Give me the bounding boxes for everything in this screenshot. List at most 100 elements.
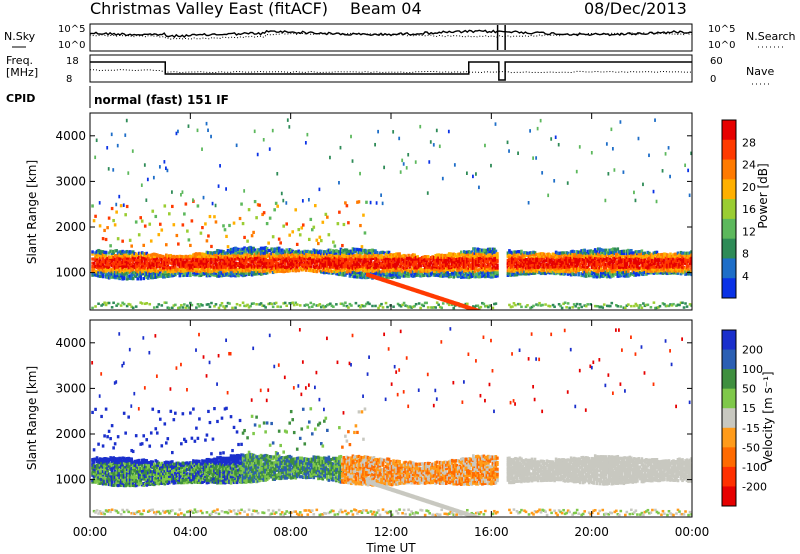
data-cell [166,260,170,264]
data-cell [392,253,395,257]
data-cell [568,268,571,272]
data-cell [274,254,278,258]
data-cell [143,163,146,167]
data-cell [526,253,529,257]
data-cell [633,263,636,267]
data-cell [207,259,210,263]
data-cell [491,273,495,277]
data-cell [140,256,144,260]
data-cell [547,254,550,258]
data-cell [243,235,246,240]
data-cell [410,254,413,258]
data-cell [204,254,207,258]
data-cell [586,258,589,262]
data-cell [676,253,680,257]
data-cell [590,250,594,254]
data-cell [247,271,251,275]
data-cell [577,261,580,265]
data-cell [101,482,105,486]
data-cell [595,262,599,267]
noise-traces [89,25,693,50]
data-cell [608,254,612,258]
data-cell [574,305,577,308]
data-cell [145,302,149,305]
data-cell [527,265,531,270]
data-cell [262,138,265,142]
data-cell [354,275,358,279]
data-cell [180,257,183,261]
data-cell [654,261,657,265]
data-cell [344,256,347,261]
data-cell [604,266,608,270]
data-cell [419,264,422,268]
data-cell [315,261,319,265]
data-cell [681,255,684,260]
data-cell [133,271,136,275]
data-cell [158,222,162,226]
data-cell [98,474,102,479]
data-cell [660,254,663,259]
data-cell [545,256,549,260]
data-cell [377,259,380,264]
data-cell [94,511,97,514]
data-cell [587,251,591,255]
data-cell [657,258,660,262]
data-cell [177,268,180,272]
data-cell [648,253,651,257]
data-cell [518,270,522,274]
data-cell [252,256,255,261]
data-cell [315,304,319,307]
data-cell [526,260,529,264]
data-cell [310,261,314,265]
data-cell [456,274,460,279]
data-cell [465,273,469,277]
data-cell [252,264,255,269]
data-cell [532,266,535,271]
data-cell [359,171,361,176]
data-cell [152,267,156,271]
data-cell [557,271,561,275]
data-cell [301,258,305,263]
data-cell [359,259,362,263]
data-cell [101,465,105,469]
data-cell [535,303,538,306]
data-cell [634,269,638,273]
data-cell [440,270,444,274]
data-cell [459,250,463,254]
data-cell [535,257,538,261]
data-cell [441,270,445,275]
data-cell [250,251,254,256]
data-cell [181,273,185,278]
data-cell [688,256,692,260]
data-cell [392,264,395,268]
data-cell [115,276,118,280]
data-cell [393,256,397,260]
data-cell [622,170,625,174]
data-cell [648,251,651,255]
data-cell [621,270,624,274]
data-cell [137,274,141,279]
data-cell [320,253,323,258]
data-cell [568,264,571,269]
data-cell [405,274,409,278]
data-cell [595,266,599,270]
data-cell [473,258,477,262]
data-cell [584,271,588,275]
data-cell [419,272,422,276]
data-cell [336,249,340,254]
data-cell [604,254,608,259]
data-cell [402,274,406,278]
data-cell [353,270,356,274]
data-cell [326,256,329,260]
data-cell [590,264,594,269]
data-cell [174,255,177,259]
data-cell [554,250,558,254]
data-cell [645,254,648,258]
data-cell [190,268,194,272]
data-cell [250,246,254,251]
data-cell [238,304,242,307]
data-cell [330,304,334,308]
data-cell [95,272,99,276]
data-cell [559,256,562,261]
data-cell [94,155,97,160]
